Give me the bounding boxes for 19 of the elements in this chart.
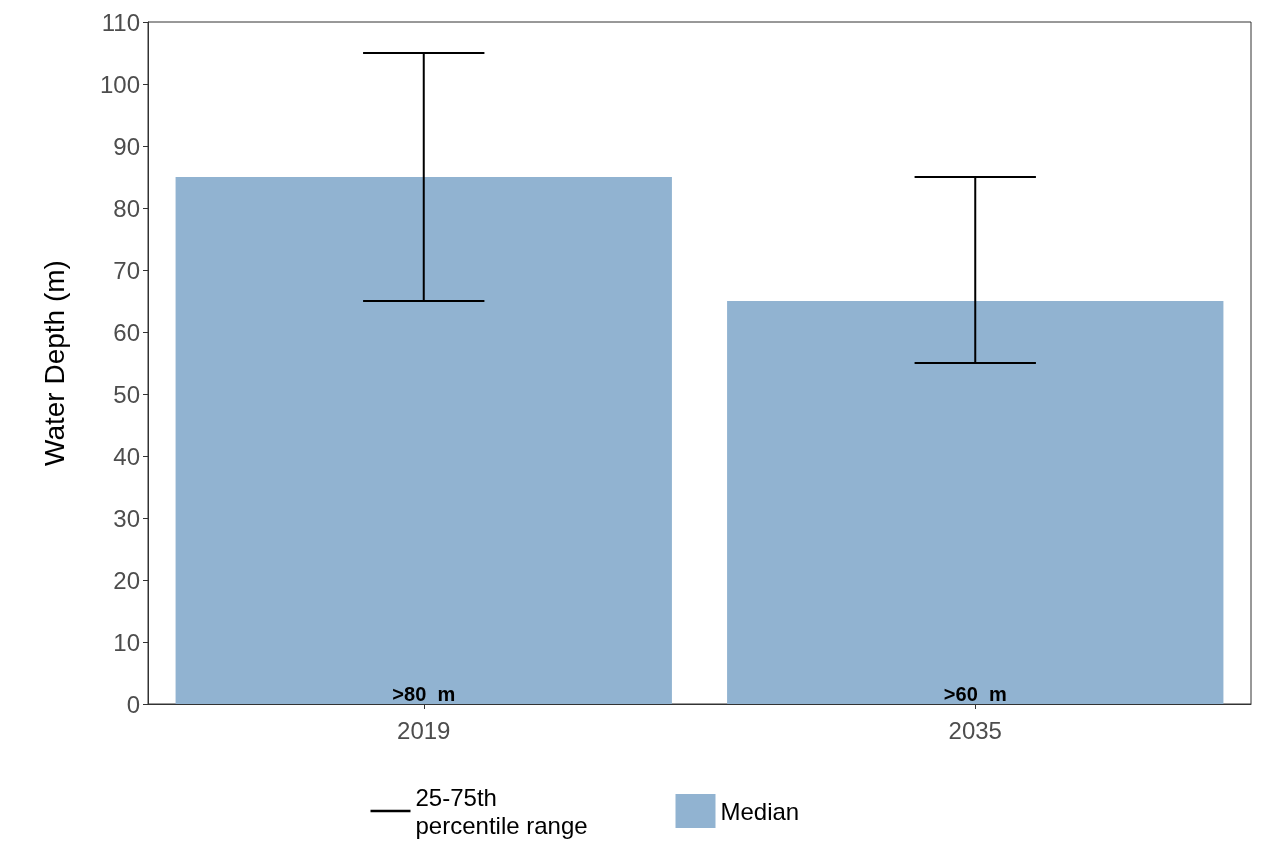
y-tick-label: 30 [113,504,140,532]
data-label: >80 m [392,683,456,705]
y-tick-label: 40 [113,442,140,470]
y-tick-label: 70 [113,256,140,284]
y-tick-label: 80 [113,194,140,222]
x-tick-label: 2019 [397,716,451,744]
y-axis-title: Water Depth (m) [38,260,70,466]
y-tick-label: 100 [99,70,140,98]
x-tick-label: 2035 [948,716,1002,744]
y-tick-label: 60 [113,318,140,346]
y-tick-label: 90 [113,132,140,160]
legend-label: Median [720,797,800,825]
y-tick-label: 20 [113,566,140,594]
y-tick-label: 110 [101,8,140,36]
text: 25-75th percentile range [415,783,588,839]
y-tick-label: 50 [113,380,140,408]
y-tick-label: 10 [113,628,140,656]
y-tick-label: 0 [126,690,140,718]
data-label: >60 m [943,683,1007,705]
